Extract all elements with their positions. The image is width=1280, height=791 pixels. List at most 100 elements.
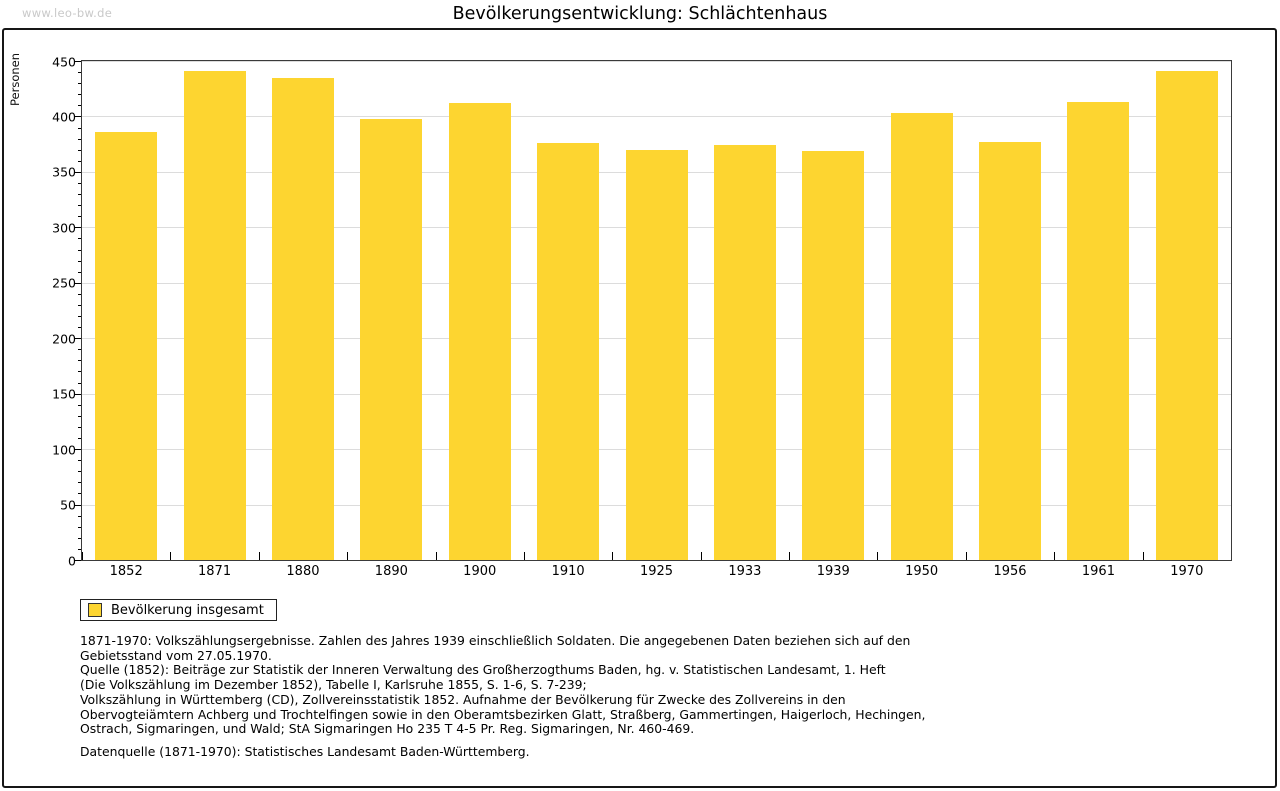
x-axis-boundary-tick [965,552,967,560]
y-axis-major-tick [75,560,82,561]
footer-line: Ostrach, Sigmaringen, und Wald; StA Sigm… [80,721,695,737]
bar-1890[interactable] [360,118,423,560]
bar-1925[interactable] [625,149,688,560]
bar-1910[interactable] [537,143,600,560]
x-tick-label-1880: 1880 [286,564,320,579]
y-axis-label: Personen [8,52,22,106]
legend-box: Bevölkerung insgesamt [80,599,277,621]
y-axis-minor-tick [78,182,82,184]
y-axis-minor-tick [78,160,82,162]
x-tick-label-1950: 1950 [905,564,939,579]
x-tick-label-1910: 1910 [551,564,585,579]
y-axis-minor-tick [78,537,82,539]
y-axis-minor-tick [78,548,82,550]
gridline-450 [82,61,1231,62]
bar-1939[interactable] [802,150,865,560]
watermark: www.leo-bw.de [22,6,113,20]
y-axis-minor-tick [78,382,82,384]
bar-1933[interactable] [713,145,776,560]
data-source-line: Datenquelle (1871-1970): Statistisches L… [80,743,530,759]
footer-line: Gebietsstand vom 27.05.1970. [80,647,272,663]
y-axis-minor-tick [78,83,82,85]
x-axis-boundary-tick [877,552,879,560]
y-axis-major-tick [75,449,82,451]
footer-line: (Die Volkszählung im Dezember 1852), Tab… [80,677,587,693]
bar-1880[interactable] [271,77,334,560]
y-axis-minor-tick [78,238,82,240]
y-axis-major-tick [75,171,82,173]
bar-1871[interactable] [183,70,246,560]
bar-1950[interactable] [890,113,953,560]
y-axis-minor-tick [78,526,82,528]
x-axis-boundary-tick [258,552,260,560]
y-axis-minor-tick [78,515,82,517]
y-axis-major-tick [75,282,82,284]
legend-label: Bevölkerung insgesamt [111,602,264,618]
y-tick-label-0: 0 [68,553,76,568]
y-tick-label-350: 350 [52,164,76,180]
x-tick-label-1970: 1970 [1170,564,1204,579]
y-axis-minor-tick [78,72,82,74]
x-axis-boundary-tick [612,552,614,560]
y-axis-minor-tick [78,327,82,329]
y-axis-minor-tick [78,271,82,273]
y-axis-minor-tick [78,316,82,318]
x-axis-boundary-tick [789,552,791,560]
y-tick-label-400: 400 [52,109,76,125]
y-axis-minor-tick [78,194,82,196]
y-axis-minor-tick [78,149,82,151]
y-tick-label-150: 150 [52,386,76,402]
plot-area-border [81,60,1232,561]
bar-1970[interactable] [1155,70,1218,560]
x-tick-label-1871: 1871 [198,564,232,579]
x-tick-label-1933: 1933 [728,564,762,579]
bar-1852[interactable] [95,131,158,560]
y-axis-minor-tick [78,94,82,96]
x-axis-boundary-tick [82,552,83,560]
bar-1900[interactable] [448,103,511,560]
footer-line: 1871-1970: Volkszählungsergebnisse. Zahl… [80,633,911,648]
y-axis-major-tick [75,116,82,118]
y-axis-minor-tick [78,482,82,484]
x-axis-boundary-tick [1142,552,1144,560]
y-tick-label-100: 100 [52,442,76,458]
x-tick-label-1900: 1900 [463,564,497,579]
y-axis-major-tick [75,393,82,395]
x-tick-label-1961: 1961 [1081,564,1115,579]
bar-1961[interactable] [1067,102,1130,560]
x-tick-label-1852: 1852 [109,564,143,579]
x-axis-boundary-tick [523,552,525,560]
y-axis-minor-tick [78,249,82,251]
x-tick-label-1890: 1890 [374,564,408,579]
y-axis-minor-tick [78,438,82,440]
y-axis-minor-tick [78,460,82,462]
y-axis-minor-tick [78,360,82,362]
y-axis-minor-tick [78,293,82,295]
x-axis-boundary-tick [170,552,172,560]
x-tick-label-1939: 1939 [816,564,850,579]
x-tick-label-1925: 1925 [639,564,674,579]
y-axis-major-tick [75,227,82,229]
gridline-400 [82,116,1231,118]
y-axis-minor-tick [78,415,82,417]
chart-title: Bevölkerungsentwicklung: Schlächtenhaus [452,4,828,24]
y-axis-minor-tick [78,493,82,495]
footer-line: Quelle (1852): Beiträge zur Statistik de… [80,662,886,678]
footer-line: Obervogteiämtern Achberg und Trochtelfin… [80,706,926,722]
y-axis-minor-tick [78,304,82,306]
y-axis-minor-tick [78,471,82,473]
y-tick-label-300: 300 [52,220,76,236]
y-axis-minor-tick [78,216,82,218]
y-axis-minor-tick [78,349,82,351]
legend-swatch [88,603,102,617]
x-axis-boundary-tick [1054,552,1056,560]
footer-line: Volkszählung in Württemberg (CD), Zollve… [80,691,846,707]
y-axis-minor-tick [78,260,82,262]
y-tick-label-450: 450 [52,54,76,69]
y-axis-minor-tick [78,371,82,373]
y-axis-major-tick [75,61,82,62]
x-axis-boundary-tick [700,552,702,560]
bar-1956[interactable] [979,141,1042,560]
y-axis-major-tick [75,338,82,340]
y-tick-label-250: 250 [52,275,76,291]
